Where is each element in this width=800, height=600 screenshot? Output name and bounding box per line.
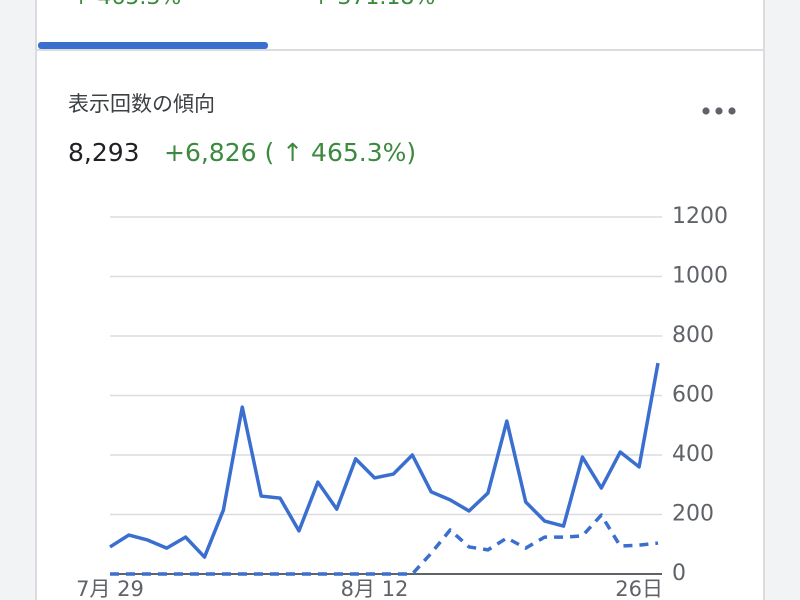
active-tab-indicator bbox=[38, 42, 268, 49]
card bbox=[35, 0, 765, 600]
plot: 0 200 400 600 800 1000 1200 7月 29 8月 12 26日 bbox=[76, 204, 728, 600]
series-line bbox=[110, 513, 659, 576]
dot bbox=[728, 107, 736, 115]
x-tick-label: 26日 bbox=[615, 577, 663, 600]
dot bbox=[702, 107, 710, 115]
total-value: 8,293 bbox=[68, 138, 140, 167]
y-tick-label: 0 bbox=[672, 561, 686, 586]
more-menu[interactable] bbox=[702, 107, 736, 115]
tab-delta[interactable]: ↑ 465.3% bbox=[72, 0, 181, 10]
change-value: +6,826 ( ↑ 465.3%) bbox=[164, 138, 416, 167]
card-title: 表示回数の傾向 bbox=[68, 92, 215, 116]
x-tick-label: 8月 12 bbox=[341, 577, 409, 600]
y-tick-label: 800 bbox=[672, 323, 714, 348]
y-tick-label: 1200 bbox=[672, 204, 728, 229]
y-tick-label: 600 bbox=[672, 383, 714, 408]
dot bbox=[715, 107, 723, 115]
y-tick-label: 1000 bbox=[672, 264, 728, 289]
y-tick-label: 200 bbox=[672, 502, 714, 527]
tab-delta[interactable]: ↑ 371.18% bbox=[312, 0, 435, 10]
x-tick-label: 7月 29 bbox=[76, 577, 144, 600]
series-line bbox=[109, 362, 660, 559]
y-tick-label: 400 bbox=[672, 442, 714, 467]
